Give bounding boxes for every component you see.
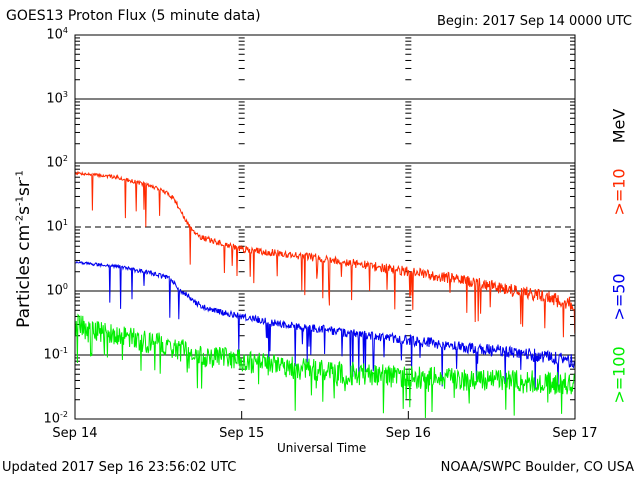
x-tick-label: Sep 17 [552,426,598,441]
plot-frame [74,34,576,420]
y-tick-label: 103 [46,90,68,107]
y-tick-label: 104 [46,26,68,43]
updated-timestamp: Updated 2017 Sep 16 23:56:02 UTC [2,460,237,475]
grid-lines [75,98,575,356]
series-lines [74,170,576,419]
x-tick-label: Sep 16 [385,426,431,441]
legend-label-1: >=10 [609,168,629,216]
minor-tick-marks [74,37,576,419]
series-line-2 [75,260,576,390]
series-line-3 [74,313,576,419]
y-tick-label: 101 [46,218,68,235]
series-line-1 [74,170,576,338]
x-tick-label: Sep 14 [52,426,98,441]
energy-unit-label: MeV [609,108,629,144]
y-tick-label: 100 [46,282,68,299]
begin-time-label: Begin: 2017 Sep 14 0000 UTC [436,14,632,29]
legend-label-3: >=100 [609,346,629,404]
x-axis-label: Universal Time [277,441,367,455]
y-tick-label: 10-1 [43,346,68,363]
credit-label: NOAA/SWPC Boulder, CO USA [440,460,634,475]
legend-label-2: >=50 [609,273,629,321]
y-tick-label: 102 [46,154,68,171]
x-tick-label: Sep 15 [219,426,265,441]
y-tick-label: 10-2 [43,410,68,427]
y-axis-label: Particles cm-2s-1sr-1 [14,170,34,328]
chart-title: GOES13 Proton Flux (5 minute data) [6,8,261,24]
